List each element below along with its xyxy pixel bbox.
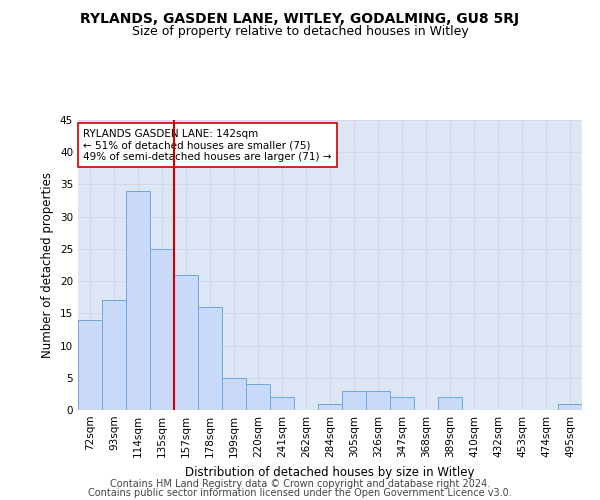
Bar (78, 320, 102, 410)
Text: RYLANDS GASDEN LANE: 142sqm
← 51% of detached houses are smaller (75)
49% of sem: RYLANDS GASDEN LANE: 142sqm ← 51% of det… (83, 128, 332, 162)
Bar (174, 274, 198, 410)
Bar (150, 249, 174, 410)
Bar (126, 191, 150, 410)
Bar (438, 397, 462, 410)
Text: Distribution of detached houses by size in Witley: Distribution of detached houses by size … (185, 466, 475, 479)
Text: Size of property relative to detached houses in Witley: Size of property relative to detached ho… (131, 25, 469, 38)
Bar (366, 390, 390, 410)
Bar (198, 307, 222, 410)
Bar (318, 404, 342, 410)
Text: Contains public sector information licensed under the Open Government Licence v3: Contains public sector information licen… (88, 488, 512, 498)
Text: RYLANDS, GASDEN LANE, WITLEY, GODALMING, GU8 5RJ: RYLANDS, GASDEN LANE, WITLEY, GODALMING,… (80, 12, 520, 26)
Y-axis label: Number of detached properties: Number of detached properties (41, 172, 55, 358)
Bar (246, 384, 270, 410)
Text: Contains HM Land Registry data © Crown copyright and database right 2024.: Contains HM Land Registry data © Crown c… (110, 479, 490, 489)
Bar (558, 404, 582, 410)
Bar (102, 300, 126, 410)
Bar (390, 397, 414, 410)
Bar (342, 390, 366, 410)
Bar (270, 397, 294, 410)
Bar (222, 378, 246, 410)
